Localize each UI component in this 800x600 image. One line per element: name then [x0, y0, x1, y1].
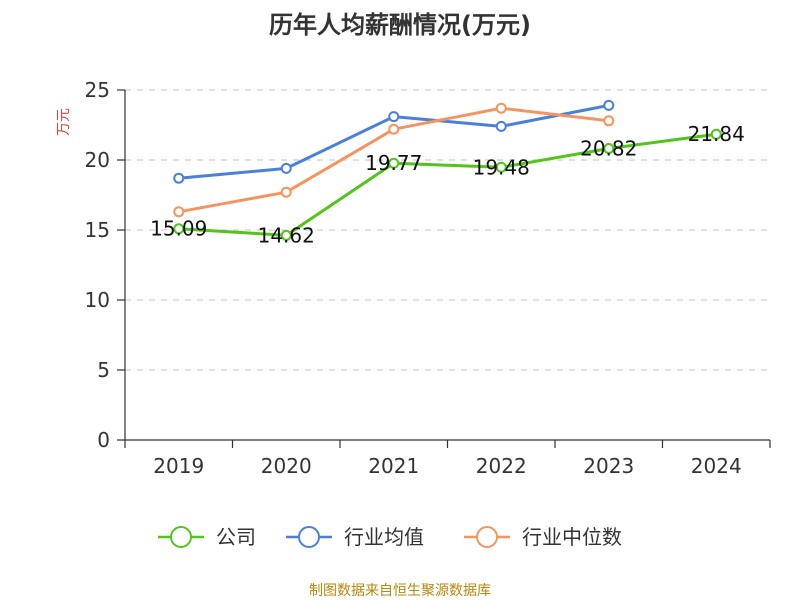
series-0-point-2020 — [280, 229, 292, 241]
data-labels: 15.09 14.62 19.77 19.48 20.82 21.84 — [150, 122, 745, 247]
series-line-0 — [177, 132, 718, 237]
y-tick-label-1: 5 — [97, 358, 110, 382]
legend-label-1: 行业均值 — [344, 525, 424, 549]
data-label-2019: 15.09 — [150, 217, 207, 241]
legend-label-0: 公司 — [216, 525, 256, 549]
y-tick-label-0: 0 — [97, 428, 110, 452]
series-1-point-2020 — [280, 162, 292, 174]
x-tick-label-2022: 2022 — [476, 454, 527, 478]
series-2-point-2023 — [603, 115, 615, 127]
data-label-2023: 20.82 — [580, 137, 637, 161]
y-tick-label-4: 20 — [85, 148, 110, 172]
x-tick-label-2021: 2021 — [368, 454, 419, 478]
series-2-point-2019 — [173, 206, 185, 218]
y-axis-label: 万元 — [56, 108, 72, 136]
legend-item-2[interactable]: 行业中位数 — [464, 525, 622, 549]
y-tick-label-2: 10 — [85, 288, 110, 312]
series-0-point-2022 — [495, 161, 507, 173]
x-tick-label-2023: 2023 — [583, 454, 634, 478]
series-1-point-2022 — [495, 120, 507, 132]
legend-marker-2 — [476, 526, 498, 548]
axes: 0 5 10 15 20 25 2019 2020 2021 2022 2023 2024 — [85, 78, 771, 478]
legend-marker-1 — [298, 526, 320, 548]
series-points — [173, 99, 722, 241]
series-2-point-2020 — [280, 186, 292, 198]
series-0-point-2024 — [710, 128, 722, 140]
series-2-point-2022 — [495, 102, 507, 114]
series-1-point-2023 — [603, 99, 615, 111]
x-tick-label-2019: 2019 — [153, 454, 204, 478]
series-1-point-2021 — [388, 111, 400, 123]
data-label-2024: 21.84 — [688, 122, 745, 146]
series-1-point-2019 — [173, 172, 185, 184]
data-label-2022: 19.48 — [473, 155, 530, 179]
x-tick-label-2024: 2024 — [691, 454, 742, 478]
series-0-point-2021 — [388, 157, 400, 169]
series-2-point-2021 — [388, 123, 400, 135]
legend-label-2: 行业中位数 — [522, 525, 622, 549]
series-lines — [177, 103, 718, 237]
data-label-2021: 19.77 — [365, 151, 422, 175]
legend-item-1[interactable]: 行业均值 — [286, 525, 424, 549]
y-tick-label-3: 15 — [85, 218, 110, 242]
y-tick-label-5: 25 — [85, 78, 110, 102]
legend-marker-0 — [170, 526, 192, 548]
series-0-point-2023 — [603, 143, 615, 155]
legend[interactable]: 公司 行业均值 行业中位数 — [158, 525, 622, 549]
series-0-point-2019 — [173, 223, 185, 235]
source-note: 制图数据来自恒生聚源数据库 — [309, 583, 491, 599]
chart-title: 历年人均薪酬情况(万元) — [269, 11, 531, 39]
data-label-2020: 14.62 — [258, 223, 315, 247]
legend-item-0[interactable]: 公司 — [158, 525, 256, 549]
x-tick-label-2020: 2020 — [261, 454, 312, 478]
